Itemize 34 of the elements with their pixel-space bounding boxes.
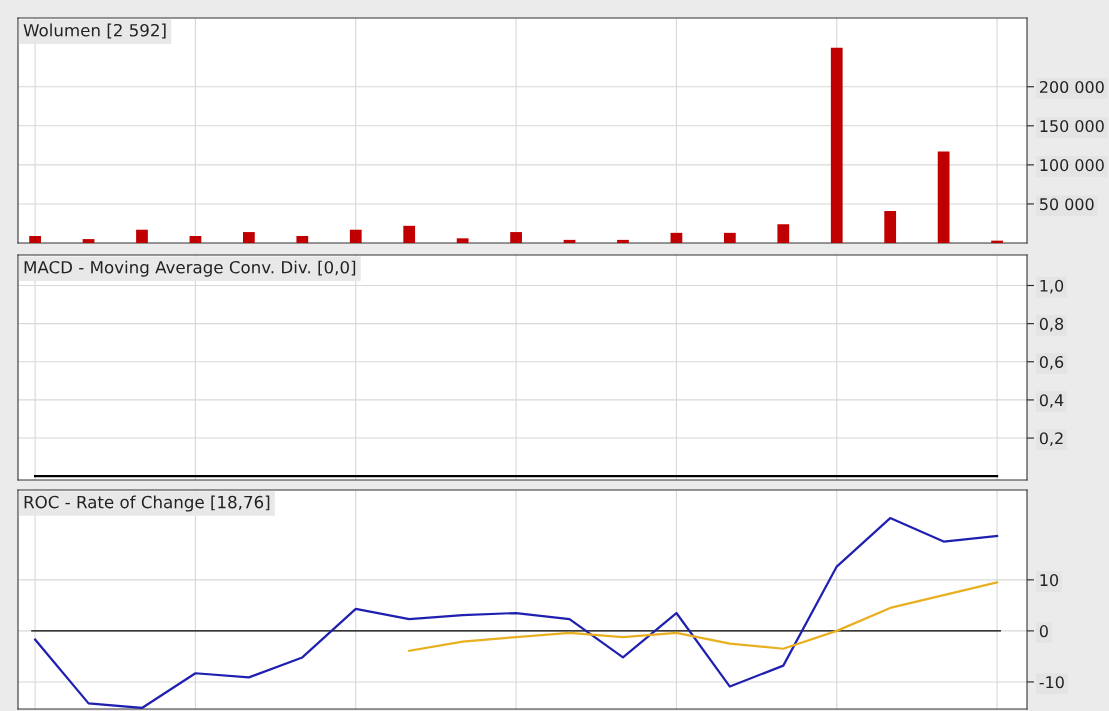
bar: [296, 235, 309, 243]
bar: [136, 229, 148, 243]
bar: [510, 232, 522, 243]
y-tick-label: 50 000: [1040, 198, 1094, 211]
chart-title: MACD - Moving Average Conv. Div. [0,0]: [24, 260, 356, 277]
y-tick-label: 10: [1040, 574, 1059, 587]
y-tick-label: 0: [1039, 625, 1048, 638]
bar: [723, 232, 736, 243]
bar: [937, 151, 950, 243]
y-tick-label: 100 000: [1040, 159, 1104, 172]
bar: [777, 224, 790, 243]
bar: [884, 210, 897, 243]
bar: [617, 239, 629, 243]
y-tick-label: 0,4: [1039, 394, 1064, 408]
y-tick-label: 0,8: [1039, 317, 1064, 332]
y-tick-label: 200 000: [1039, 80, 1104, 94]
bar: [830, 47, 843, 243]
y-tick-label: 0,6: [1039, 355, 1064, 370]
y-tick-label: 0,2: [1039, 432, 1063, 446]
bar: [189, 235, 202, 243]
bar: [242, 232, 255, 243]
y-tick-label: -10: [1039, 676, 1064, 689]
bar: [670, 232, 683, 243]
bar: [82, 239, 95, 243]
line-series: [33, 516, 999, 709]
bar: [349, 229, 362, 243]
chart-title: Wolumen [2 592]: [23, 23, 166, 39]
bar: [29, 235, 41, 243]
bar: [403, 225, 416, 243]
chart-title: ROC - Rate of Change [18,76]: [24, 495, 270, 512]
line-series: [408, 581, 999, 652]
y-tick-label: 150 000: [1040, 120, 1104, 133]
y-tick-label: 1,0: [1040, 279, 1064, 294]
bar: [456, 238, 469, 243]
